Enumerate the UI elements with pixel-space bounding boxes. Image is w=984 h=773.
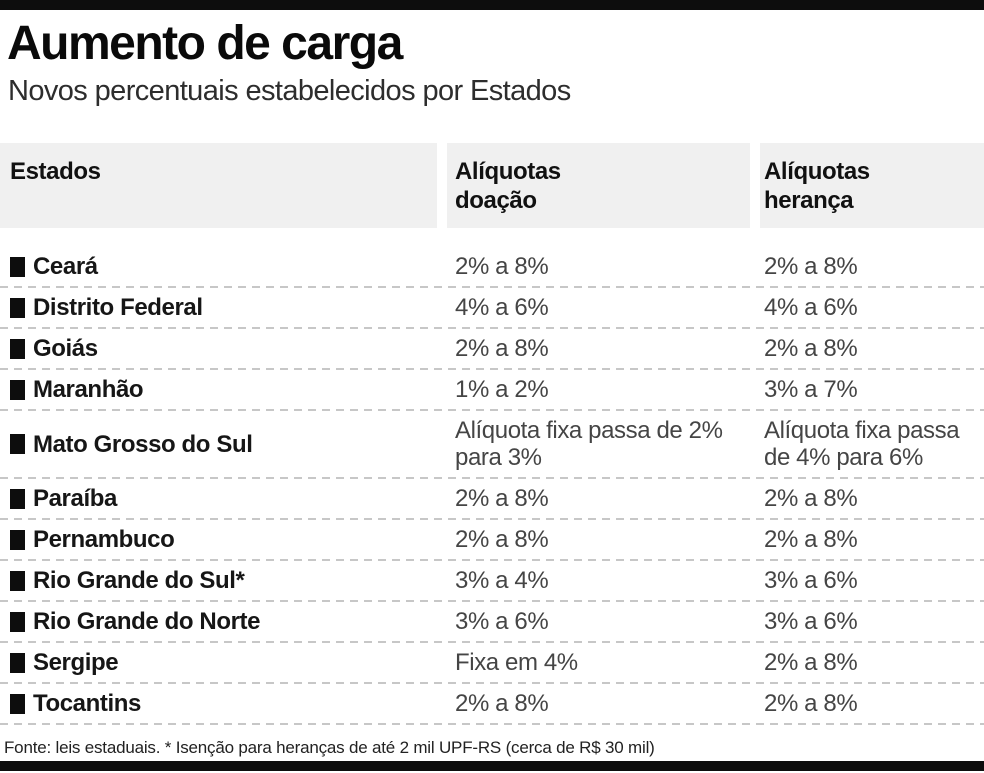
doacao-value: 2% a 8%	[455, 526, 549, 553]
heranca-value: Alíquota fixa passa de 4% para 6%	[764, 417, 960, 471]
heranca-value: 2% a 8%	[764, 335, 858, 362]
table-header-row: Estados Alíquotas doação Alíquotas heran…	[0, 143, 984, 228]
heranca-value: 2% a 8%	[764, 526, 858, 553]
doacao-value: 3% a 4%	[455, 567, 549, 594]
top-accent-bar	[0, 0, 984, 10]
state-cell: Paraíba	[0, 485, 437, 512]
state-name: Rio Grande do Norte	[33, 608, 261, 635]
heranca-value: 3% a 7%	[764, 376, 858, 403]
state-cell: Rio Grande do Sul*	[0, 567, 437, 594]
square-bullet-icon	[10, 693, 25, 714]
heranca-value: 4% a 6%	[764, 294, 858, 321]
page-subtitle: Novos percentuais estabelecidos por Esta…	[8, 75, 571, 107]
square-bullet-icon	[10, 488, 25, 509]
square-bullet-icon	[10, 379, 25, 400]
doacao-value: 2% a 8%	[455, 253, 549, 280]
state-name: Paraíba	[33, 485, 117, 512]
square-bullet-icon	[10, 611, 25, 632]
column-header-aliquotas-heranca: Alíquotas herança	[760, 143, 984, 228]
state-name: Mato Grosso do Sul	[33, 430, 253, 458]
row-divider	[0, 682, 984, 684]
state-name: Rio Grande do Sul*	[33, 567, 245, 594]
state-cell: Pernambuco	[0, 526, 437, 553]
doacao-value: 2% a 8%	[455, 690, 549, 717]
table-row: Ceará 2% a 8% 2% a 8%	[0, 247, 984, 286]
row-divider	[0, 409, 984, 411]
state-cell: Tocantins	[0, 690, 437, 717]
table-row: Rio Grande do Sul* 3% a 4% 3% a 6%	[0, 561, 984, 600]
doacao-value: Alíquota fixa passa de 2% para 3%	[455, 417, 723, 471]
square-bullet-icon	[10, 529, 25, 550]
row-divider	[0, 518, 984, 520]
page-title: Aumento de carga	[7, 17, 403, 70]
square-bullet-icon	[10, 570, 25, 591]
state-name: Tocantins	[33, 690, 141, 717]
table-row: Maranhão 1% a 2% 3% a 7%	[0, 370, 984, 409]
square-bullet-icon	[10, 652, 25, 673]
bottom-accent-bar	[0, 761, 984, 771]
row-divider	[0, 600, 984, 602]
table-row: Pernambuco 2% a 8% 2% a 8%	[0, 520, 984, 559]
state-name: Distrito Federal	[33, 294, 203, 321]
doacao-value: 1% a 2%	[455, 376, 549, 403]
heranca-value: 2% a 8%	[764, 253, 858, 280]
heranca-value: 3% a 6%	[764, 608, 858, 635]
state-cell: Ceará	[0, 253, 437, 280]
doacao-value: 3% a 6%	[455, 608, 549, 635]
states-rates-table: Estados Alíquotas doação Alíquotas heran…	[0, 143, 984, 725]
heranca-value: 2% a 8%	[764, 649, 858, 676]
row-divider	[0, 723, 984, 725]
table-row: Distrito Federal 4% a 6% 4% a 6%	[0, 288, 984, 327]
square-bullet-icon	[10, 256, 25, 277]
doacao-value: 2% a 8%	[455, 485, 549, 512]
column-header-aliquotas-doacao: Alíquotas doação	[447, 143, 750, 228]
column-header-estados: Estados	[0, 143, 437, 228]
state-cell: Distrito Federal	[0, 294, 437, 321]
table-row: Paraíba 2% a 8% 2% a 8%	[0, 479, 984, 518]
state-cell: Sergipe	[0, 649, 437, 676]
state-cell: Maranhão	[0, 376, 437, 403]
state-cell: Rio Grande do Norte	[0, 608, 437, 635]
state-name: Ceará	[33, 253, 98, 280]
state-name: Sergipe	[33, 649, 119, 676]
heranca-value: 2% a 8%	[764, 690, 858, 717]
table-row: Tocantins 2% a 8% 2% a 8%	[0, 684, 984, 723]
row-divider	[0, 559, 984, 561]
heranca-value: 2% a 8%	[764, 485, 858, 512]
square-bullet-icon	[10, 297, 25, 318]
row-divider	[0, 477, 984, 479]
row-divider	[0, 327, 984, 329]
square-bullet-icon	[10, 338, 25, 359]
table-row: Sergipe Fixa em 4% 2% a 8%	[0, 643, 984, 682]
row-divider	[0, 368, 984, 370]
square-bullet-icon	[10, 434, 25, 454]
state-cell: Goiás	[0, 335, 437, 362]
row-divider	[0, 641, 984, 643]
source-note: Fonte: leis estaduais. * Isenção para he…	[4, 738, 655, 757]
state-name: Maranhão	[33, 376, 144, 403]
state-name: Pernambuco	[33, 526, 175, 553]
table-row: Goiás 2% a 8% 2% a 8%	[0, 329, 984, 368]
heranca-value: 3% a 6%	[764, 567, 858, 594]
doacao-value: Fixa em 4%	[455, 649, 578, 676]
table-body: Ceará 2% a 8% 2% a 8% Distrito Federal 4…	[0, 228, 984, 725]
state-name: Goiás	[33, 335, 98, 362]
doacao-value: 4% a 6%	[455, 294, 549, 321]
state-cell: Mato Grosso do Sul	[0, 431, 437, 458]
table-row: Rio Grande do Norte 3% a 6% 3% a 6%	[0, 602, 984, 641]
row-divider	[0, 286, 984, 288]
doacao-value: 2% a 8%	[455, 335, 549, 362]
table-row: Mato Grosso do Sul Alíquota fixa passa d…	[0, 411, 984, 477]
